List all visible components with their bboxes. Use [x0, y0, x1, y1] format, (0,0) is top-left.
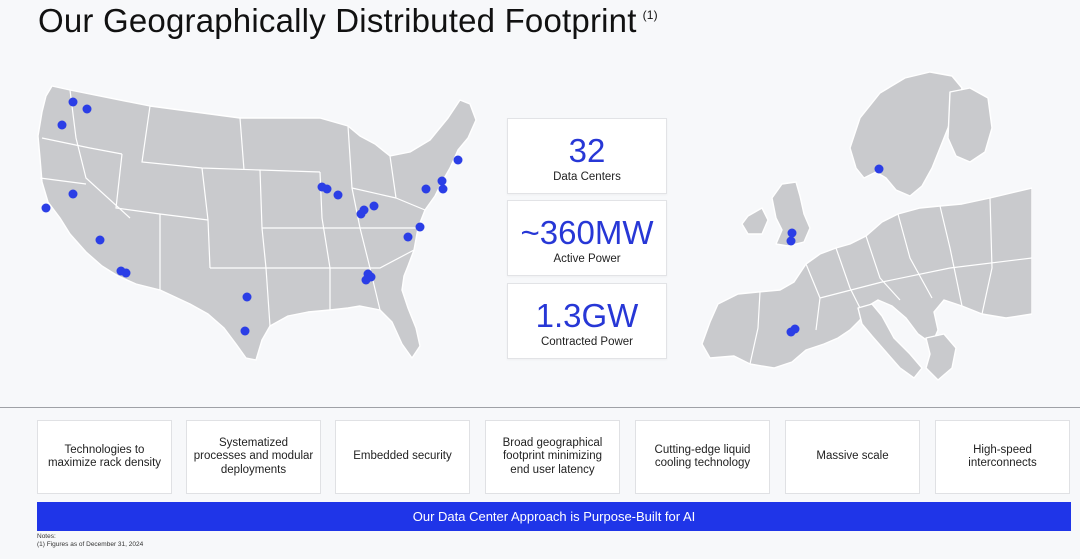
stat-active-power: ~360MW Active Power [507, 200, 667, 276]
location-marker [359, 205, 369, 215]
feature-cards: Technologies to maximize rack density Sy… [37, 420, 1072, 496]
banner-text: Our Data Center Approach is Purpose-Buil… [412, 509, 696, 524]
stat-label: Data Centers [553, 171, 621, 183]
feature-card: Broad geographical footprint minimizing … [485, 420, 620, 494]
notes-heading: Notes: [37, 533, 56, 540]
location-marker [787, 228, 797, 238]
location-marker [369, 201, 379, 211]
usa-location-markers [41, 97, 463, 336]
feature-card: Technologies to maximize rack density [37, 420, 172, 494]
page-title: Our Geographically Distributed Footprint… [38, 2, 658, 40]
location-marker [322, 184, 332, 194]
location-marker [403, 232, 413, 242]
stat-contracted-power: 1.3GW Contracted Power [507, 283, 667, 359]
continental-europe-landmass [701, 187, 1032, 369]
location-marker [786, 236, 796, 246]
location-marker [437, 176, 447, 186]
feature-card: High-speed interconnects [935, 420, 1070, 494]
location-marker [786, 327, 796, 337]
stat-value: ~360MW [520, 214, 654, 251]
usa-landmass [37, 85, 477, 361]
feature-card-text: Technologies to maximize rack density [47, 443, 162, 470]
scandinavia-landmass [849, 71, 963, 197]
title-footnote-marker: (1) [642, 8, 658, 22]
stat-data-centers: 32 Data Centers [507, 118, 667, 194]
europe-location-markers [786, 164, 884, 337]
location-marker [333, 190, 343, 200]
feature-card-text: High-speed interconnects [968, 443, 1037, 470]
location-marker [82, 104, 92, 114]
location-marker [68, 189, 78, 199]
ireland-landmass [741, 207, 769, 235]
feature-card-text: Broad geographical footprint minimizing … [502, 436, 603, 476]
location-marker [874, 164, 884, 174]
location-marker [68, 97, 78, 107]
location-marker [242, 292, 252, 302]
feature-card: Cutting-edge liquid cooling technology [635, 420, 770, 494]
page-title-text: Our Geographically Distributed Footprint [38, 2, 637, 39]
feature-card: Systematized processes and modular deplo… [186, 420, 321, 494]
state-borders [39, 89, 426, 327]
feature-card-text: Cutting-edge liquid cooling technology [654, 443, 751, 470]
location-marker [415, 222, 425, 232]
finland-landmass [947, 87, 993, 163]
location-marker [121, 268, 131, 278]
feature-card-text: Massive scale [816, 450, 889, 463]
location-marker [41, 203, 51, 213]
location-marker [57, 120, 67, 130]
europe-map [701, 71, 1032, 381]
feature-card: Massive scale [785, 420, 920, 494]
location-marker [95, 235, 105, 245]
stat-value: 1.3GW [535, 297, 639, 334]
location-marker [438, 184, 448, 194]
notes-line: (1) Figures as of December 31, 2024 [37, 541, 144, 548]
feature-card-text: Embedded security [353, 450, 452, 463]
stat-value: 32 [568, 132, 606, 169]
britain-landmass [771, 181, 811, 247]
usa-map [37, 85, 477, 361]
location-marker [421, 184, 431, 194]
stat-label: Contracted Power [540, 336, 634, 348]
section-divider [0, 407, 1080, 408]
location-marker [453, 155, 463, 165]
feature-card-text: Systematized processes and modular deplo… [193, 436, 314, 476]
location-marker [361, 275, 371, 285]
greece-landmass [925, 333, 957, 381]
stat-label: Active Power [553, 253, 621, 265]
location-marker [240, 326, 250, 336]
purpose-banner: Our Data Center Approach is Purpose-Buil… [37, 502, 1071, 531]
footnotes: Notes: (1) Figures as of December 31, 20… [37, 533, 143, 549]
italy-landmass [857, 303, 923, 379]
feature-card: Embedded security [335, 420, 470, 494]
country-borders [749, 197, 1032, 365]
